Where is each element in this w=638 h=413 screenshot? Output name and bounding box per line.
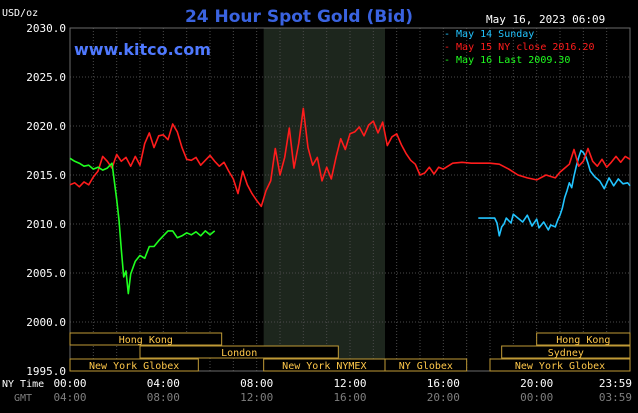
y-tick-label: 1995.0 [26,365,66,378]
y-tick-label: 2010.0 [26,218,66,231]
session-bar: London [139,345,339,359]
y-axis-unit-label: USD/oz [2,8,38,19]
x-tick-label-gmt: 04:00 [53,391,86,404]
chart-gridlines [69,27,631,372]
x-tick-label-ny: 00:00 [53,377,86,390]
series-line-2 [69,107,631,208]
x-tick-label-ny: 20:00 [520,377,553,390]
session-bar: Hong Kong [69,332,223,346]
session-bar: NY Globex [384,358,468,372]
nymex-session-shading [263,28,385,371]
shaded-region [263,28,385,371]
legend-entry-2: - May 15 NY close 2016.20 [444,42,595,53]
session-label: Sydney [548,348,584,359]
chart-legend: - May 14 Sunday - May 15 NY close 2016.20… [444,29,595,66]
series-line-1 [478,149,631,237]
session-bar-box [69,358,199,372]
y-tick-label: 2005.0 [26,267,66,280]
session-bar: New York NYMEX [263,358,386,372]
legend-entry-3: - May 16 Last 2009.30 [444,55,570,66]
session-bar: New York Globex [489,358,631,372]
gmt-row-label: GMT [14,393,32,404]
session-bar-box [139,345,339,359]
x-tick-label-gmt: 20:00 [427,391,460,404]
session-label: Hong Kong [119,335,173,346]
x-axis-tick-labels: 00:00 04:00 08:00 12:00 16:00 20:00 23:5904:00… [53,377,632,404]
legend-entry-1: - May 14 Sunday [444,29,534,40]
y-tick-label: 2000.0 [26,316,66,329]
session-label: Hong Kong [556,335,610,346]
x-tick-label-gmt: 00:00 [520,391,553,404]
ny-time-row-label: NY Time [2,379,44,390]
session-label: London [221,348,257,359]
y-axis-tick-labels: 1995.0 2000.0 2005.0 2010.0 2015.0 2020.0 2025… [26,22,66,378]
session-bar: New York Globex [69,358,199,372]
x-tick-label-ny: 23:59 [599,377,632,390]
y-tick-label: 2020.0 [26,120,66,133]
market-session-bars: Hong Kong London New York Globex New York N… [69,332,631,372]
x-tick-label-ny: 08:00 [240,377,273,390]
series-line-3 [69,157,216,295]
session-bar: Hong Kong [536,332,631,346]
session-bar-box [536,332,631,346]
x-tick-label-gmt: 03:59 [599,391,632,404]
session-bar-box [489,358,631,372]
x-tick-label-ny: 04:00 [147,377,180,390]
session-bar-box [69,332,223,346]
price-series-lines [69,107,631,295]
y-tick-label: 2030.0 [26,22,66,35]
session-label: NY Globex [399,361,453,372]
x-tick-label-gmt: 08:00 [147,391,180,404]
session-label: New York Globex [515,361,605,372]
session-bar-box [384,358,468,372]
session-label: New York NYMEX [282,361,366,372]
y-tick-label: 2025.0 [26,71,66,84]
session-label: New York Globex [89,361,179,372]
x-tick-label-gmt: 12:00 [240,391,273,404]
session-bar-box [501,345,631,359]
x-tick-label-ny: 16:00 [427,377,460,390]
chart-timestamp: May 16, 2023 06:09 [486,13,605,26]
chart-title: 24 Hour Spot Gold (Bid) [185,7,413,27]
x-tick-label-ny: 12:00 [333,377,366,390]
watermark-kitco: www.kitco.com [74,40,211,59]
x-tick-label-gmt: 16:00 [333,391,366,404]
session-bar: Sydney [501,345,631,359]
y-tick-label: 2015.0 [26,169,66,182]
